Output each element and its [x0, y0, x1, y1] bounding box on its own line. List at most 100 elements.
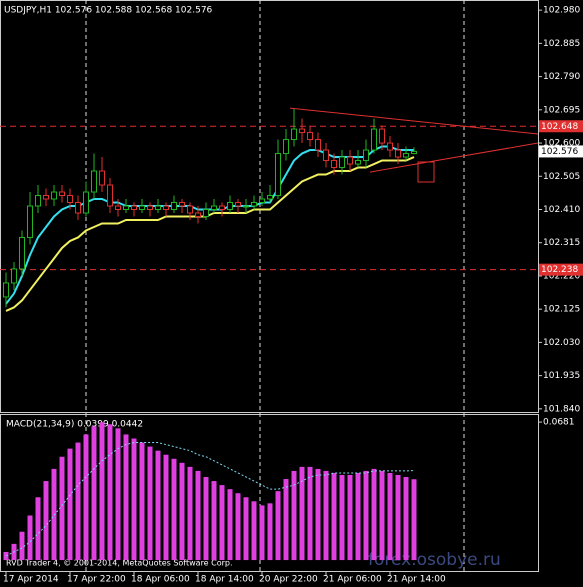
macd-bar [219, 485, 225, 561]
macd-bar [115, 428, 121, 561]
candle-body [211, 205, 217, 210]
macd-bar [275, 491, 281, 561]
candle-body [355, 160, 361, 165]
chart-title: USDJPY,H1 102.576 102.588 102.568 102.57… [4, 6, 213, 16]
macd-bar [155, 450, 161, 561]
macd-bar [395, 474, 401, 561]
macd-bar [3, 551, 9, 561]
macd-bar [59, 456, 65, 561]
y-tick-label: 102.030 [543, 338, 580, 348]
macd-bar [379, 470, 385, 561]
candle-body [387, 142, 393, 151]
moving-average [5, 145, 414, 305]
macd-bar [139, 442, 145, 561]
candle-body [347, 156, 353, 165]
macd-bar [211, 481, 217, 561]
macd-bar [43, 481, 49, 561]
candle-body [251, 202, 257, 207]
trendline [289, 107, 539, 135]
candle-body [51, 191, 57, 200]
y-tick-label: 0.0681 [543, 418, 575, 428]
candle-body [163, 205, 169, 210]
y-tick-label: 102.600 [543, 139, 580, 149]
level-label: 102.648 [541, 122, 578, 132]
macd-bar [323, 470, 329, 561]
candle-body [139, 205, 145, 210]
macd-title: MACD(21,34,9) 0.0399 0.0442 [6, 420, 143, 430]
macd-bar [107, 424, 113, 561]
candle-body [99, 170, 105, 186]
candle-body [43, 195, 49, 200]
macd-bar [195, 470, 201, 561]
candle-body [331, 160, 337, 169]
last-price-box [539, 145, 583, 158]
y-tick-label: 102.695 [543, 105, 580, 115]
candle-body [379, 128, 385, 144]
candle-body [147, 205, 153, 210]
candle-body [75, 202, 81, 214]
candle-body [307, 132, 313, 141]
y-tick-label: 102.125 [543, 305, 580, 315]
candle-body [243, 205, 249, 208]
candle-body [35, 195, 41, 207]
footer: RVD Trader 4, © 2001-2014, MetaQuotes So… [6, 559, 233, 568]
y-tick-label: 101.840 [543, 404, 580, 414]
macd-frame [0, 414, 539, 572]
macd-bar [339, 474, 345, 561]
macd-bar [307, 466, 313, 561]
candle-body [171, 202, 177, 210]
x-tick-label: 18 Apr 06:00 [131, 575, 190, 585]
y-tick-label: 102.885 [543, 39, 580, 49]
macd-bar [331, 472, 337, 561]
macd-bar [19, 531, 25, 561]
candle-body [339, 156, 345, 169]
macd-bar [259, 505, 265, 561]
x-tick-label: 20 Apr 22:00 [259, 575, 318, 585]
macd-bar [235, 493, 241, 561]
x-tick-label: 18 Apr 14:00 [195, 575, 254, 585]
candle-body [275, 153, 281, 197]
macd-bar [243, 497, 249, 561]
macd-bar [147, 446, 153, 561]
macd-bar [411, 479, 417, 561]
candle-body [315, 139, 321, 151]
macd-bar [27, 515, 33, 561]
macd-bar [91, 426, 97, 561]
macd-bar [251, 501, 257, 561]
candle-body [155, 205, 161, 210]
macd-bar [387, 472, 393, 561]
candle-body [91, 170, 97, 193]
macd-bar [299, 466, 305, 561]
y-tick-label: 102.980 [543, 6, 580, 16]
x-tick-label: 21 Apr 14:00 [387, 575, 446, 585]
macd-signal [5, 442, 415, 557]
macd-bar [355, 472, 361, 561]
candle-body [411, 150, 417, 155]
macd-bar [347, 474, 353, 561]
macd-bar [179, 462, 185, 561]
y-tick-label: 102.410 [543, 205, 580, 215]
candle-body [83, 191, 89, 214]
candle-body [267, 195, 273, 200]
watermark: forex.osobye.ru [368, 550, 501, 570]
level-label: 102.238 [541, 265, 578, 275]
candle-body [131, 205, 137, 210]
main-frame [0, 0, 539, 413]
candle-body [395, 149, 401, 158]
macd-bar [363, 470, 369, 561]
macd-bar [171, 458, 177, 561]
candle-body [219, 205, 225, 210]
macd-bar [35, 497, 41, 561]
y-tick-label: 102.315 [543, 238, 580, 248]
macd-bar [371, 468, 377, 561]
macd-bar [123, 434, 129, 561]
macd-bar [51, 468, 57, 561]
macd-bar [267, 503, 273, 561]
candle-body [123, 205, 129, 210]
level-label-box [539, 263, 583, 276]
candle-body [115, 205, 121, 210]
candle-body [187, 205, 193, 214]
y-tick-label: 101.935 [543, 371, 580, 381]
candle-body [371, 128, 377, 151]
